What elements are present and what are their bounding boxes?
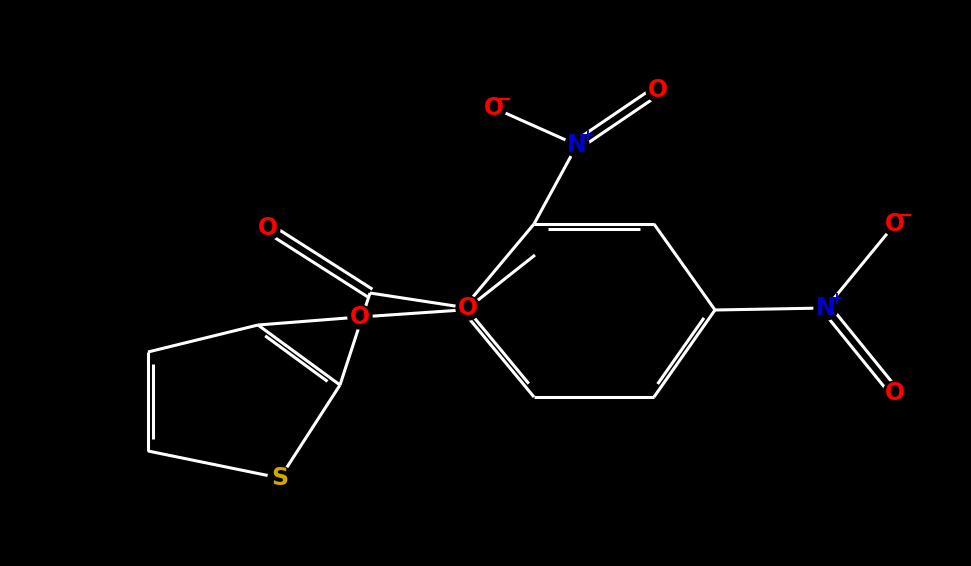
Circle shape bbox=[814, 296, 838, 320]
Text: +: + bbox=[829, 290, 843, 308]
Text: O: O bbox=[484, 96, 504, 120]
Text: −: − bbox=[496, 89, 512, 109]
Text: O: O bbox=[885, 212, 905, 236]
Text: O: O bbox=[648, 78, 668, 102]
Text: O: O bbox=[258, 216, 278, 240]
Text: O: O bbox=[350, 305, 370, 329]
Circle shape bbox=[268, 466, 292, 490]
Text: −: − bbox=[897, 205, 913, 225]
Circle shape bbox=[348, 305, 372, 329]
Circle shape bbox=[883, 381, 907, 405]
Text: N: N bbox=[816, 296, 836, 320]
Circle shape bbox=[482, 96, 506, 120]
Text: N: N bbox=[567, 133, 586, 157]
Circle shape bbox=[256, 216, 280, 240]
Circle shape bbox=[456, 296, 480, 320]
Circle shape bbox=[646, 78, 670, 102]
Circle shape bbox=[883, 212, 907, 236]
Text: O: O bbox=[885, 381, 905, 405]
Text: +: + bbox=[580, 127, 594, 145]
Circle shape bbox=[565, 133, 589, 157]
Text: O: O bbox=[458, 296, 478, 320]
Text: S: S bbox=[272, 466, 288, 490]
